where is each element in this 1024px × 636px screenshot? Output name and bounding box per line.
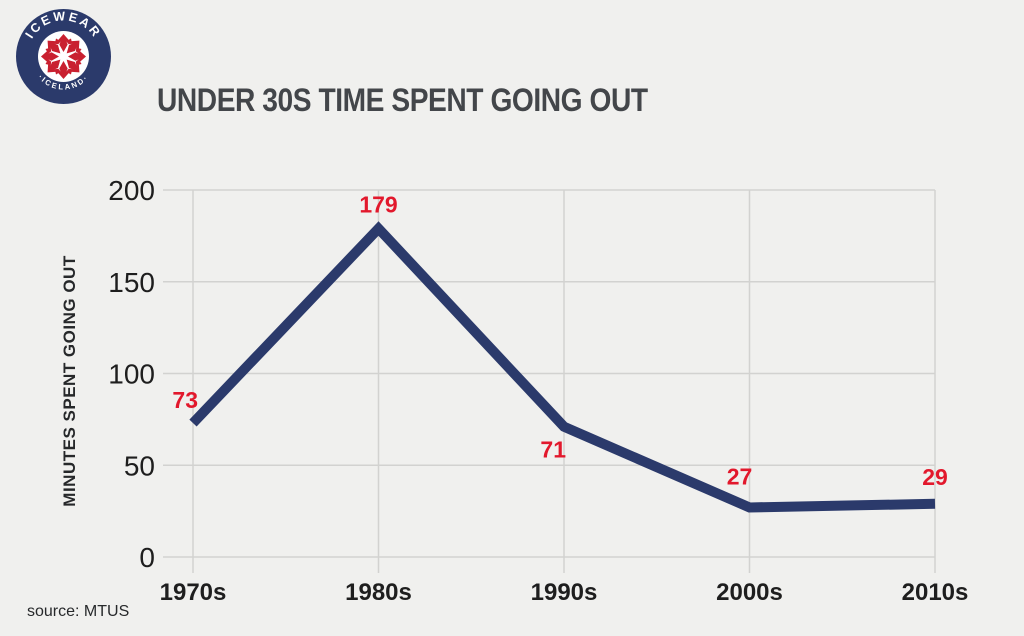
data-point-label: 27	[727, 463, 753, 489]
y-tick-label: 0	[139, 542, 155, 573]
x-tick-label: 1980s	[345, 579, 412, 606]
data-point-label: 179	[359, 192, 397, 218]
snowflake-spike	[47, 59, 61, 73]
snowflake-chevron	[68, 40, 80, 52]
series-line	[189, 221, 936, 513]
snowflake-chevron	[40, 49, 52, 64]
y-tick-label: 200	[108, 175, 155, 206]
y-tick-label: 150	[108, 267, 155, 298]
y-tick-label: 100	[108, 359, 155, 390]
snowflake-chevron	[68, 61, 80, 73]
icewear-logo: ICEWEAR ·ICELAND·	[16, 9, 111, 104]
snowflake-spike	[59, 34, 68, 52]
y-axis-title: MINUTES SPENT GOING OUT	[60, 255, 79, 507]
snowflake-spike	[59, 61, 68, 79]
x-tick-label: 1970s	[160, 579, 227, 606]
snowflake-chevron	[47, 61, 59, 73]
snowflake-arm	[47, 38, 61, 54]
x-tick-label: 2010s	[902, 579, 969, 606]
data-point-label: 71	[540, 437, 566, 463]
snowflake-spike	[66, 59, 80, 73]
snowflake-spike	[68, 52, 86, 61]
snowflake-chevron	[56, 33, 71, 45]
snowflake-chevron	[47, 40, 59, 52]
snowflake-dot	[55, 38, 60, 45]
snowflake-chevron	[56, 68, 71, 80]
source-note: source: MTUS	[27, 603, 130, 620]
x-tick-label: 2000s	[716, 579, 783, 606]
data-point-label: 73	[172, 387, 198, 413]
snowflake-spike	[41, 52, 59, 61]
snowflake-icon	[40, 33, 87, 80]
snowflake-chevron	[75, 49, 87, 64]
x-tick-label: 1990s	[531, 579, 598, 606]
data-point-label: 29	[922, 464, 948, 490]
snowflake-spike	[47, 40, 61, 54]
y-tick-label: 50	[124, 450, 155, 481]
page-title: UNDER 30S TIME SPENT GOING OUT	[157, 82, 648, 119]
snowflake-spike	[66, 40, 80, 54]
